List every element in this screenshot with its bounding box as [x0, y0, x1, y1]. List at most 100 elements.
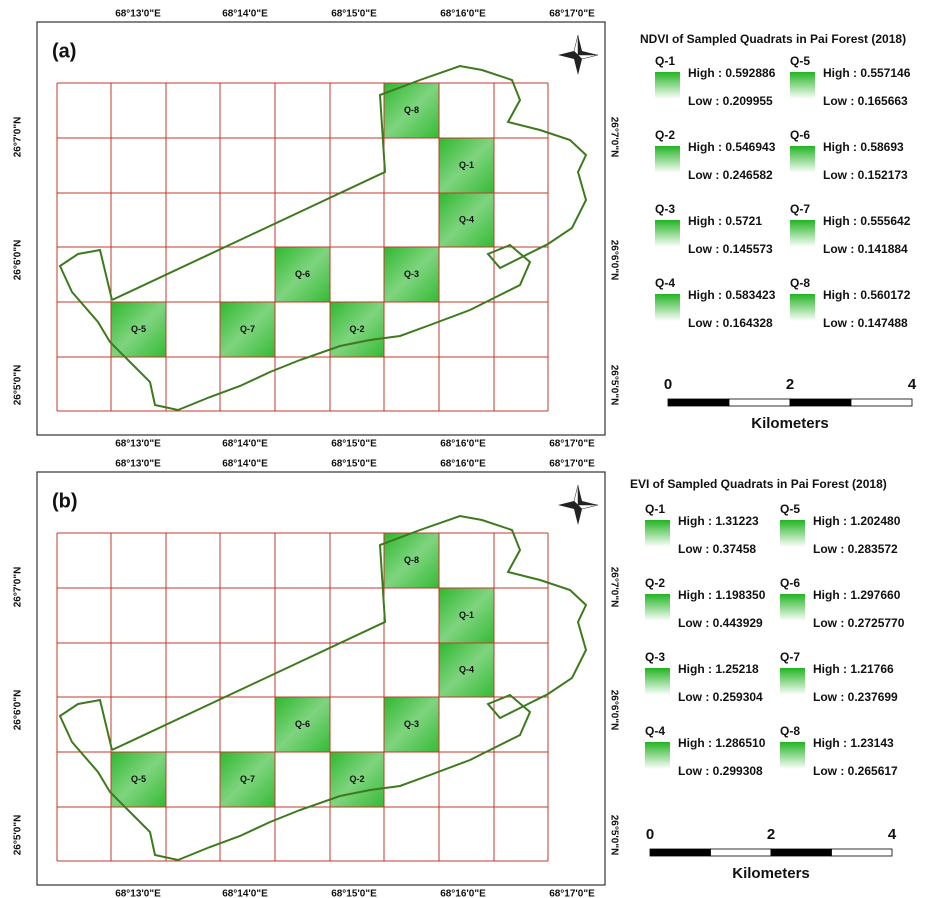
scale-tick: 0: [646, 826, 654, 843]
legend-swatch: [655, 146, 680, 173]
scale-unit: Kilometers: [732, 865, 810, 882]
quadrat-label: Q-6: [295, 269, 310, 279]
legend-high: High : 0.555642: [823, 214, 911, 228]
legend-high: High : 1.202480: [813, 514, 901, 528]
map-frame: [37, 22, 605, 435]
legend-swatch: [780, 742, 805, 769]
legend-swatch: [645, 520, 670, 547]
legend-name: Q-2: [655, 128, 675, 142]
scale-tick: 4: [888, 826, 897, 843]
legend-name: Q-5: [780, 502, 800, 516]
longitude-label: 68°16'0"E: [440, 459, 486, 470]
legend-name: Q-7: [790, 202, 810, 216]
scale-tick: 0: [664, 376, 672, 393]
scale-tick: 4: [908, 376, 917, 393]
scale-segment: [668, 399, 729, 406]
legend-low: Low : 0.443929: [678, 616, 763, 630]
quadrat-label: Q-8: [404, 555, 419, 565]
longitude-label: 68°16'0"E: [440, 889, 486, 898]
latitude-label: 26°5'0"N: [13, 365, 24, 406]
panel: (b)Q-1Q-2Q-3Q-4Q-5Q-6Q-7Q-868°13'0"E68°1…: [13, 459, 620, 898]
legend-swatch: [645, 668, 670, 695]
legend-low: Low : 0.2725770: [813, 616, 905, 630]
legend-swatch: [790, 72, 815, 99]
legend-high: High : 1.286510: [678, 736, 766, 750]
legend-low: Low : 0.209955: [688, 94, 773, 108]
longitude-label: 68°16'0"E: [440, 9, 486, 20]
longitude-label: 68°15'0"E: [331, 439, 377, 450]
panel-label: (b): [52, 490, 78, 512]
scale-tick: 2: [767, 826, 775, 843]
scale-segment: [851, 399, 912, 406]
longitude-label: 68°17'0"E: [549, 459, 595, 470]
legend-swatch: [655, 220, 680, 247]
legend-name: Q-3: [655, 202, 675, 216]
longitude-label: 68°13'0"E: [115, 439, 161, 450]
legend-name: Q-7: [780, 650, 800, 664]
legend-swatch: [780, 594, 805, 621]
legend-swatch: [780, 520, 805, 547]
page: {"panels": [ {"label": "(a)", "map": { "…: [0, 0, 946, 898]
legend-low: Low : 0.147488: [823, 316, 908, 330]
quadrat-label: Q-5: [131, 774, 146, 784]
legend-low: Low : 0.165663: [823, 94, 908, 108]
legend-swatch: [790, 220, 815, 247]
legend-swatch: [780, 668, 805, 695]
quadrat-label: Q-2: [349, 324, 364, 334]
legend-high: High : 0.592886: [688, 66, 776, 80]
legend-name: Q-4: [655, 276, 675, 290]
quadrat-label: Q-5: [131, 324, 146, 334]
longitude-label: 68°14'0"E: [222, 459, 268, 470]
scale-segment: [650, 849, 711, 856]
legend-high: High : 1.297660: [813, 588, 901, 602]
latitude-label: 26°7'0"N: [13, 117, 24, 158]
legend-title: NDVI of Sampled Quadrats in Pai Forest (…: [640, 32, 906, 46]
longitude-label: 68°16'0"E: [440, 439, 486, 450]
longitude-label: 68°13'0"E: [115, 459, 161, 470]
legend-name: Q-8: [790, 276, 810, 290]
legend-low: Low : 0.299308: [678, 764, 763, 778]
legend-name: Q-3: [645, 650, 665, 664]
legend-high: High : 0.5721: [688, 214, 762, 228]
legend-low: Low : 0.141884: [823, 242, 908, 256]
scale-unit: Kilometers: [751, 415, 829, 432]
legend-swatch: [655, 294, 680, 321]
latitude-label: 26°6'0"N: [608, 690, 619, 731]
legend-low: Low : 0.164328: [688, 316, 773, 330]
quadrat-label: Q-8: [404, 105, 419, 115]
scale-segment: [711, 849, 772, 856]
legend-title: EVI of Sampled Quadrats in Pai Forest (2…: [630, 477, 887, 491]
scale-segment: [790, 399, 851, 406]
map-frame: [37, 472, 605, 885]
legend-high: High : 1.198350: [678, 588, 766, 602]
quadrat-label: Q-2: [349, 774, 364, 784]
quadrat-label: Q-1: [459, 610, 474, 620]
latitude-label: 26°6'0"N: [13, 240, 24, 281]
legend-low: Low : 0.37458: [678, 542, 756, 556]
legend-low: Low : 0.237699: [813, 690, 898, 704]
legend-low: Low : 0.265617: [813, 764, 898, 778]
legend-name: Q-1: [655, 54, 675, 68]
latitude-label: 26°5'0"N: [608, 815, 619, 856]
latitude-label: 26°6'0"N: [608, 240, 619, 281]
quadrat-label: Q-3: [404, 719, 419, 729]
legend-name: Q-4: [645, 724, 665, 738]
latitude-label: 26°7'0"N: [608, 117, 619, 158]
legend-high: High : 0.583423: [688, 288, 776, 302]
legend-high: High : 1.25218: [678, 662, 759, 676]
latitude-label: 26°5'0"N: [608, 365, 619, 406]
legend-high: High : 0.557146: [823, 66, 911, 80]
legend-name: Q-6: [790, 128, 810, 142]
legend-low: Low : 0.246582: [688, 168, 773, 182]
legend-name: Q-8: [780, 724, 800, 738]
quadrat-label: Q-4: [459, 664, 474, 674]
scale-segment: [771, 849, 832, 856]
legend-swatch: [790, 146, 815, 173]
longitude-label: 68°17'0"E: [549, 889, 595, 898]
legend-high: High : 1.23143: [813, 736, 894, 750]
scale-tick: 2: [786, 376, 794, 393]
legend-name: Q-2: [645, 576, 665, 590]
figure: (a)Q-1Q-2Q-3Q-4Q-5Q-6Q-7Q-868°13'0"E68°1…: [0, 0, 946, 898]
legend-high: High : 0.58693: [823, 140, 904, 154]
quadrat-label: Q-6: [295, 719, 310, 729]
